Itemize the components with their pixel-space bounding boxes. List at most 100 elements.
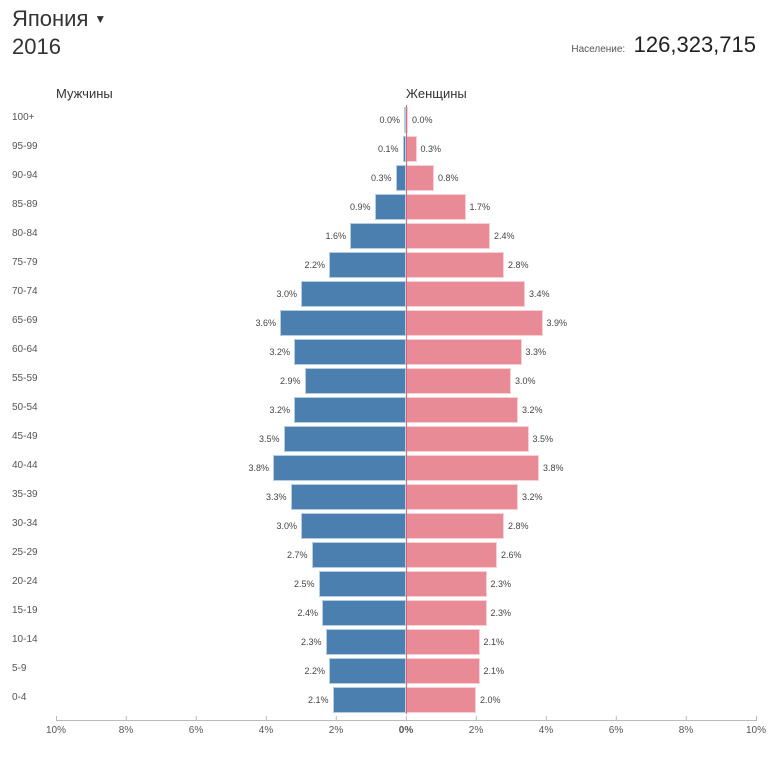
female-percent: 3.2% (518, 405, 547, 415)
female-half: 0.8% (406, 163, 756, 192)
male-half: 0.9% (56, 192, 406, 221)
male-half: 3.5% (56, 424, 406, 453)
female-percent: 2.3% (487, 608, 516, 618)
female-bar (406, 194, 466, 220)
male-bar (294, 397, 406, 423)
age-label: 75-79 (12, 250, 56, 279)
female-percent: 2.8% (504, 260, 533, 270)
female-percent: 2.6% (497, 550, 526, 560)
pyramid-row: 45-49 3.5% 3.5% (12, 424, 756, 453)
age-label: 90-94 (12, 163, 56, 192)
female-half: 3.2% (406, 395, 756, 424)
pyramid-row: 25-292.7%2.6% (12, 540, 756, 569)
female-bar (406, 687, 476, 713)
female-bar (406, 223, 490, 249)
header-right: Население: 126,323,715 (571, 32, 756, 60)
x-tick: 8% (119, 721, 133, 736)
x-tick: 4% (259, 721, 273, 736)
female-percent: 2.0% (476, 695, 505, 705)
male-percent: 0.3% (367, 173, 396, 183)
age-label: 100+ (12, 105, 56, 134)
male-bar (284, 426, 407, 452)
header-left: Япония ▼ 2016 (12, 6, 106, 60)
female-half: 3.0% (406, 366, 756, 395)
age-label: 80-84 (12, 221, 56, 250)
male-percent: 3.2% (265, 405, 294, 415)
pyramid-row: 95-990.1%0.3% (12, 134, 756, 163)
pyramid-row: 65-69 3.6% 3.9% (12, 308, 756, 337)
male-half: 0.1% (56, 134, 406, 163)
male-percent: 3.6% (251, 318, 280, 328)
x-axis: 10%8%6%4%2%0%2%4%6%8%10% (12, 720, 756, 744)
female-half: 2.6% (406, 540, 756, 569)
male-percent: 3.0% (272, 289, 301, 299)
age-label: 65-69 (12, 308, 56, 337)
female-half: 2.3% (406, 569, 756, 598)
female-percent: 2.3% (487, 579, 516, 589)
female-percent: 2.1% (480, 666, 509, 676)
male-bar (326, 629, 407, 655)
population-label: Население: (571, 44, 625, 55)
age-label: 30-34 (12, 511, 56, 540)
female-percent: 2.8% (504, 521, 533, 531)
female-percent: 3.9% (543, 318, 572, 328)
age-label: 60-64 (12, 337, 56, 366)
male-half: 3.2% (56, 337, 406, 366)
male-bar (319, 571, 407, 597)
x-tick: 10% (46, 721, 66, 736)
female-bar (406, 484, 518, 510)
age-label: 45-49 (12, 424, 56, 453)
x-tick: 6% (189, 721, 203, 736)
female-bar (406, 426, 529, 452)
pyramid-row: 35-393.3%3.2% (12, 482, 756, 511)
female-percent: 3.2% (518, 492, 547, 502)
female-bar (406, 281, 525, 307)
male-bar (280, 310, 406, 336)
age-label: 0-4 (12, 685, 56, 714)
male-half: 2.3% (56, 627, 406, 656)
female-half: 3.5% (406, 424, 756, 453)
age-label: 25-29 (12, 540, 56, 569)
female-percent: 0.8% (434, 173, 463, 183)
female-half: 3.9% (406, 308, 756, 337)
pyramid-row: 15-192.4%2.3% (12, 598, 756, 627)
male-percent: 2.3% (297, 637, 326, 647)
male-half: 3.0% (56, 511, 406, 540)
male-half: 1.6% (56, 221, 406, 250)
male-half: 2.5% (56, 569, 406, 598)
female-bar (406, 629, 480, 655)
female-bar (406, 310, 543, 336)
male-percent: 2.9% (276, 376, 305, 386)
male-percent: 3.2% (265, 347, 294, 357)
age-label: 15-19 (12, 598, 56, 627)
male-half: 2.2% (56, 656, 406, 685)
age-label: 40-44 (12, 453, 56, 482)
male-bar (312, 542, 407, 568)
female-percent: 1.7% (466, 202, 495, 212)
pyramid-row: 70-74 3.0% 3.4% (12, 279, 756, 308)
age-label: 10-14 (12, 627, 56, 656)
dropdown-icon: ▼ (94, 12, 106, 26)
female-title: Женщины (406, 86, 756, 101)
male-bar (294, 339, 406, 365)
male-percent: 3.5% (255, 434, 284, 444)
country-selector[interactable]: Япония ▼ (12, 6, 106, 32)
pyramid-row: 60-643.2%3.3% (12, 337, 756, 366)
header: Япония ▼ 2016 Население: 126,323,715 (0, 0, 768, 60)
female-half: 2.1% (406, 656, 756, 685)
age-label: 70-74 (12, 279, 56, 308)
x-tick: 10% (746, 721, 766, 736)
male-bar (350, 223, 406, 249)
male-half: 3.6% (56, 308, 406, 337)
male-percent: 3.8% (244, 463, 273, 473)
female-percent: 3.4% (525, 289, 554, 299)
male-bar (322, 600, 406, 626)
female-bar (406, 136, 417, 162)
age-label: 20-24 (12, 569, 56, 598)
female-half: 2.1% (406, 627, 756, 656)
pyramid-row: 80-841.6%2.4% (12, 221, 756, 250)
male-bar (301, 513, 406, 539)
female-bar (406, 368, 511, 394)
age-label: 95-99 (12, 134, 56, 163)
x-tick: 0% (399, 721, 413, 736)
